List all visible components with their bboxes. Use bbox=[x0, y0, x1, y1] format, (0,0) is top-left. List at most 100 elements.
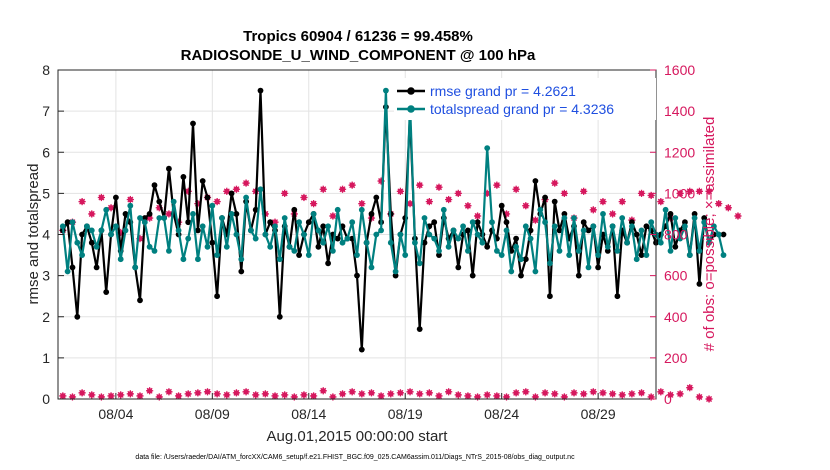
totalspread-point bbox=[301, 231, 307, 238]
totalspread-point bbox=[84, 223, 90, 230]
chart-title-line1: Tropics 60904 / 61236 = 99.458% bbox=[243, 28, 473, 45]
totalspread-point bbox=[64, 268, 71, 275]
obs-assimilated-marker bbox=[695, 393, 704, 401]
totalspread-point bbox=[657, 239, 664, 246]
totalspread-point bbox=[358, 206, 365, 213]
rmse-point bbox=[93, 264, 100, 271]
obs-possible-marker bbox=[608, 210, 617, 218]
totalspread-point bbox=[257, 186, 264, 193]
totalspread-point bbox=[575, 248, 582, 254]
totalspread-point bbox=[619, 215, 626, 221]
totalspread-point bbox=[445, 243, 452, 250]
rmse-point bbox=[103, 289, 110, 295]
rmse-point bbox=[122, 211, 129, 217]
y-left-tick-label: 6 bbox=[42, 144, 50, 160]
rmse-point bbox=[503, 219, 510, 226]
totalspread-point bbox=[204, 243, 211, 250]
totalspread-point bbox=[421, 215, 428, 221]
obs-assimilated-marker bbox=[174, 392, 183, 400]
totalspread-point bbox=[696, 248, 703, 254]
totalspread-point bbox=[508, 268, 515, 275]
obs-possible-marker bbox=[309, 200, 318, 208]
totalspread-point bbox=[556, 248, 563, 254]
totalspread-point bbox=[402, 252, 409, 258]
obs-assimilated-marker bbox=[281, 391, 289, 399]
totalspread-point bbox=[609, 223, 616, 230]
totalspread-point bbox=[228, 211, 235, 217]
rmse-point bbox=[156, 198, 163, 205]
obs-assimilated-marker bbox=[570, 389, 578, 397]
totalspread-point bbox=[79, 252, 85, 258]
rmse-point bbox=[69, 264, 76, 271]
rmse-point bbox=[629, 219, 635, 226]
obs-possible-marker bbox=[281, 189, 289, 197]
obs-assimilated-marker bbox=[512, 389, 520, 397]
y-right-tick-label: 400 bbox=[664, 309, 688, 325]
y-axis-right-ticks: 0 200 400 600 800 1000 1200 1400 1600 bbox=[650, 62, 695, 407]
totalspread-point bbox=[378, 227, 384, 234]
totalspread-series-line bbox=[61, 89, 725, 273]
obs-assimilated-marker bbox=[59, 392, 67, 400]
obs-possible-marker bbox=[300, 193, 308, 202]
rmse-point bbox=[696, 281, 703, 287]
x-tick-label: 08/19 bbox=[388, 406, 423, 422]
y-axis-left-label: rmse and totalspread bbox=[25, 164, 42, 305]
obs-assimilated-marker bbox=[358, 390, 366, 398]
rmse-point bbox=[416, 326, 423, 332]
obs-assimilated-marker bbox=[406, 388, 414, 396]
y-right-tick-label: 800 bbox=[664, 227, 688, 243]
obs-assimilated-marker bbox=[242, 388, 250, 396]
obs-possible-marker bbox=[705, 187, 713, 195]
totalspread-point bbox=[498, 252, 505, 258]
totalspread-point bbox=[686, 252, 693, 258]
obs-possible-marker bbox=[637, 189, 646, 197]
totalspread-point bbox=[248, 227, 254, 234]
obs-possible-marker bbox=[551, 179, 559, 187]
totalspread-point bbox=[469, 219, 476, 226]
obs-assimilated-marker bbox=[425, 389, 433, 397]
totalspread-point bbox=[426, 231, 433, 238]
totalspread-point bbox=[315, 227, 322, 234]
rmse-point bbox=[334, 235, 341, 242]
rmse-point bbox=[513, 235, 519, 242]
rmse-point bbox=[547, 293, 553, 300]
totalspread-point bbox=[571, 215, 577, 221]
rmse-point bbox=[638, 252, 645, 258]
obs-assimilated-marker bbox=[261, 390, 269, 398]
rmse-point bbox=[141, 215, 148, 221]
rmse-point bbox=[291, 206, 298, 213]
obs-possible-marker bbox=[464, 202, 472, 210]
totalspread-point bbox=[166, 248, 172, 254]
obs-assimilated-marker bbox=[146, 387, 154, 395]
rmse-point bbox=[392, 272, 399, 279]
totalspread-point bbox=[479, 239, 486, 246]
obs-assimilated-marker bbox=[493, 392, 501, 400]
obs-possible-marker bbox=[107, 204, 115, 212]
series-layer bbox=[59, 87, 742, 403]
rmse-point bbox=[190, 120, 196, 127]
totalspread-point bbox=[98, 227, 105, 234]
rmse-point bbox=[252, 206, 259, 213]
obs-possible-marker bbox=[338, 185, 347, 193]
obs-assimilated-marker bbox=[88, 391, 96, 399]
totalspread-point bbox=[474, 231, 481, 238]
rmse-series-line bbox=[61, 89, 724, 351]
obs-assimilated-marker bbox=[637, 389, 646, 397]
rmse-point bbox=[146, 211, 153, 217]
rmse-point bbox=[518, 272, 524, 279]
totalspread-point bbox=[363, 239, 370, 246]
rmse-point bbox=[233, 211, 240, 217]
obs-possible-marker bbox=[512, 185, 520, 193]
totalspread-point bbox=[339, 239, 346, 246]
rmse-point bbox=[604, 248, 611, 254]
chart-title-line2: RADIOSONDE_U_WIND_COMPONENT @ 100 hPa bbox=[181, 47, 536, 64]
obs-possible-marker bbox=[618, 198, 626, 206]
totalspread-point bbox=[117, 256, 124, 263]
rmse-point bbox=[180, 174, 187, 180]
totalspread-point bbox=[276, 256, 283, 263]
y-right-tick-label: 200 bbox=[664, 350, 688, 366]
obs-possible-marker bbox=[232, 185, 241, 193]
y-right-tick-label: 1600 bbox=[664, 62, 695, 78]
obs-assimilated-marker bbox=[589, 388, 597, 396]
